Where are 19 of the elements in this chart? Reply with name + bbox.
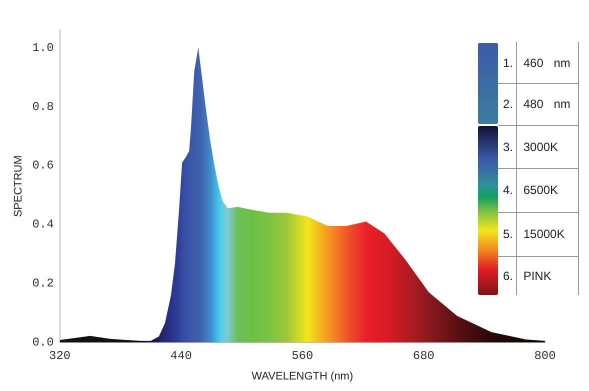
x-tick-label: 560 <box>292 348 314 363</box>
x-axis-title: WAVELENGTH (nm) <box>252 370 354 382</box>
annotation: 4. 6500K <box>503 182 558 198</box>
y-tick-label: 1.0 <box>32 40 54 55</box>
y-tick-label: 0.8 <box>32 100 54 114</box>
x-tick-label: 320 <box>49 348 71 363</box>
y-tick-label: 0.2 <box>32 276 54 291</box>
x-tick-label: 440 <box>170 348 192 363</box>
annotation: 5. 15000K <box>503 226 565 242</box>
y-tick-label: 0.0 <box>32 336 54 350</box>
y-tick-label: 0.6 <box>32 158 54 173</box>
annotation: 1. 460 nm <box>503 54 570 70</box>
x-tick-label: 800 <box>534 348 556 363</box>
y-tick-label: 0.4 <box>32 218 54 232</box>
annotation: 6. PINK <box>503 268 552 284</box>
annotation: 2. 480 nm <box>503 96 570 112</box>
y-axis-title: SPECTRUM <box>12 155 25 218</box>
annotation: 3. 3000K <box>503 138 558 154</box>
x-tick-label: 680 <box>412 348 435 363</box>
